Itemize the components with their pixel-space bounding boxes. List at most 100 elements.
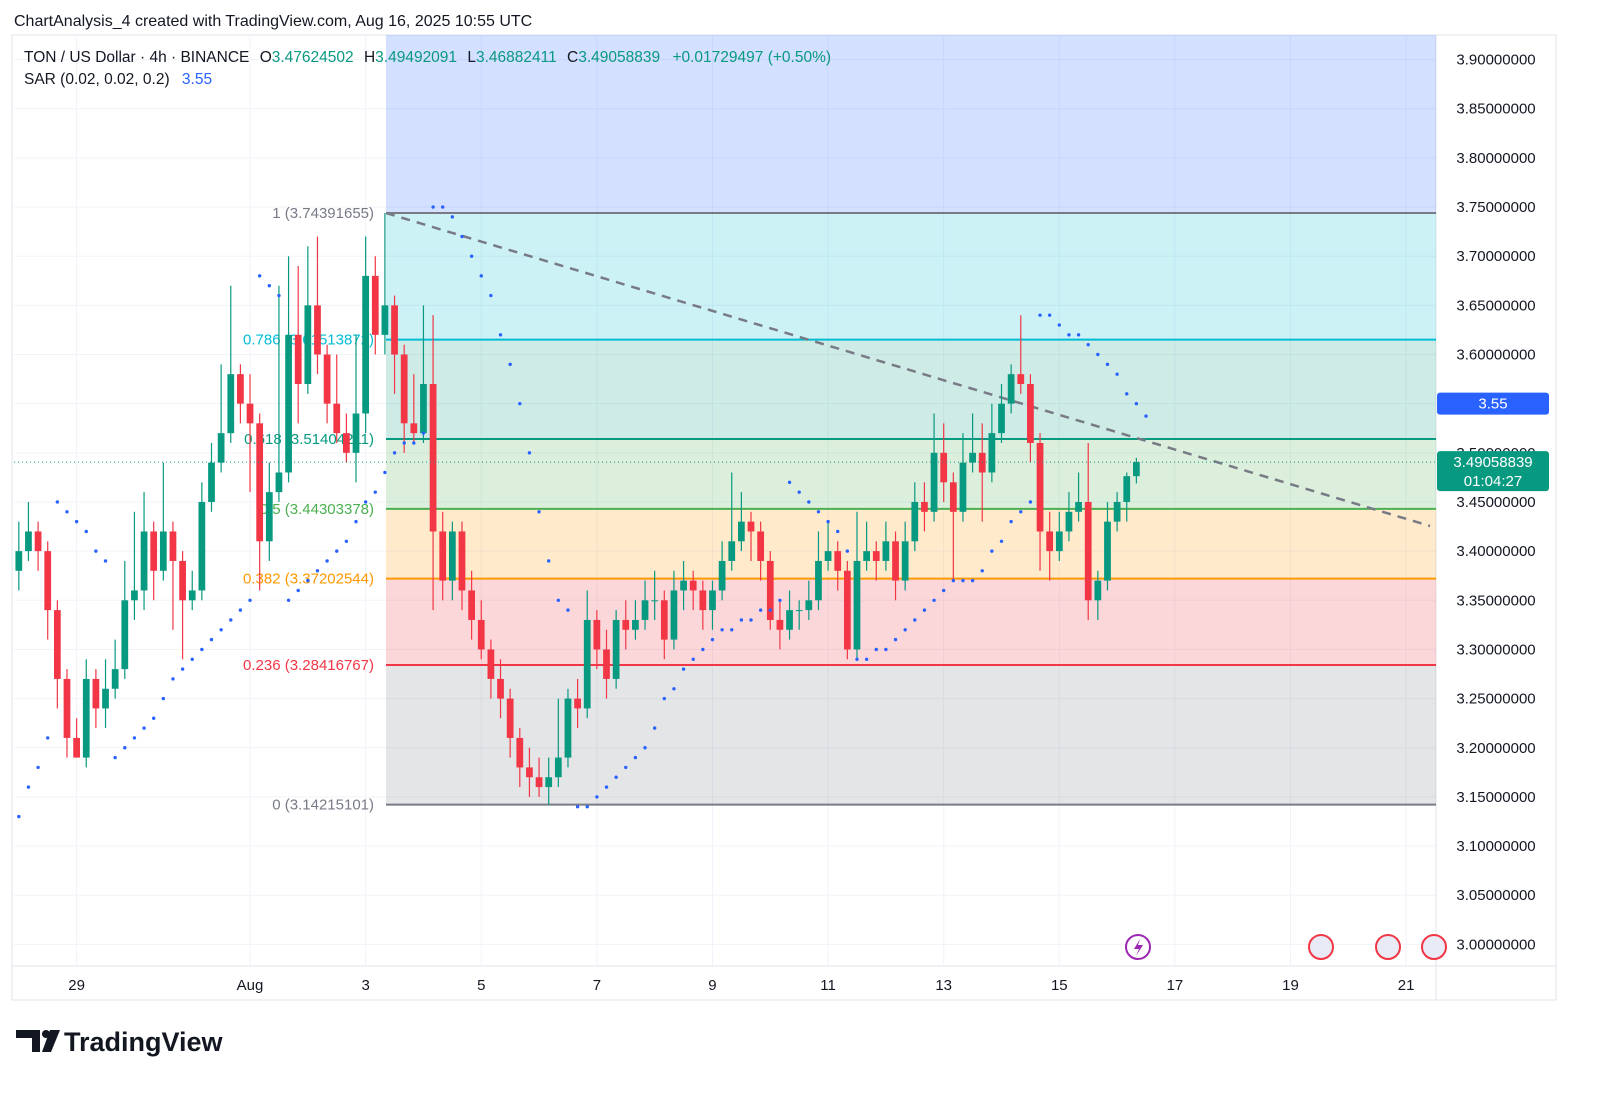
- candle-body: [651, 600, 659, 602]
- sar-dot: [171, 677, 175, 681]
- sar-dot: [65, 510, 69, 514]
- sar-dot: [970, 578, 975, 583]
- candle-body: [333, 403, 341, 434]
- fib-zone: [386, 213, 1436, 340]
- candle-body: [709, 590, 716, 611]
- sar-dot: [681, 667, 686, 671]
- sar-dot: [74, 519, 79, 524]
- event-icon: [1375, 934, 1401, 960]
- sar-dot: [691, 657, 695, 661]
- candle-body: [53, 610, 61, 679]
- y-tick-label: 3.40000000: [1456, 543, 1535, 560]
- candle-body: [343, 433, 350, 453]
- candle-body: [535, 777, 543, 788]
- sar-dot: [412, 441, 416, 445]
- sar-dot: [132, 736, 137, 740]
- candle-body: [439, 531, 447, 581]
- y-tick-label: 3.85000000: [1456, 101, 1535, 118]
- event-icons: [1125, 934, 1447, 960]
- x-tick-label: 15: [1051, 977, 1068, 994]
- y-tick-label: 3.60000000: [1456, 347, 1535, 364]
- sar-dot: [556, 598, 561, 602]
- y-tick-label: 3.90000000: [1456, 52, 1535, 69]
- sar-dot: [701, 647, 705, 652]
- sar-dot: [180, 667, 185, 671]
- candle-body: [641, 600, 649, 620]
- candle-body: [574, 698, 581, 709]
- sar-dot: [508, 362, 512, 367]
- sar-price-label: 3.55: [1478, 396, 1507, 413]
- event-icon-bolt: [1134, 939, 1143, 956]
- indicator-line: SAR (0.02, 0.02, 0.2) 3.55: [24, 71, 212, 88]
- fib-zone: [386, 439, 1436, 509]
- indicator-value: 3.55: [182, 71, 212, 88]
- candle-body: [150, 531, 158, 571]
- last-price-box: [1437, 451, 1549, 492]
- sar-dot: [354, 519, 358, 524]
- candle-body: [1046, 531, 1054, 552]
- y-tick-label: 3.00000000: [1456, 936, 1535, 953]
- candle-body: [921, 501, 928, 512]
- sar-dot: [836, 529, 840, 534]
- ohlc-key: H: [364, 49, 375, 66]
- sar-dot: [749, 618, 753, 622]
- y-tick-label: 3.35000000: [1456, 592, 1535, 609]
- candle-body: [468, 590, 475, 620]
- sar-dot: [864, 657, 869, 661]
- change: +0.01729497 (+0.50%): [672, 49, 831, 66]
- y-tick-label: 3.75000000: [1456, 199, 1535, 216]
- sar-dot: [797, 490, 801, 494]
- candle-body: [516, 737, 524, 768]
- y-tick-label: 3.15000000: [1456, 789, 1535, 806]
- sar-dot: [36, 765, 40, 770]
- x-tick-label: 29: [68, 977, 85, 994]
- candle-body: [593, 619, 601, 650]
- last-price-label: 3.49058839: [1453, 454, 1532, 471]
- y-tick-label: 3.45000000: [1456, 494, 1535, 511]
- sar-dot: [778, 598, 782, 602]
- candle-body: [294, 334, 302, 385]
- sar-dot: [585, 805, 589, 809]
- sar-dot: [84, 529, 88, 534]
- candle-body: [429, 384, 437, 532]
- candle-body: [1133, 462, 1140, 477]
- candle-body: [815, 560, 822, 601]
- sar-dot: [1019, 510, 1023, 514]
- fib-zone: [386, 665, 1436, 805]
- candle-body: [159, 531, 167, 571]
- candle-body: [930, 452, 938, 512]
- y-tick-label: 3.25000000: [1456, 691, 1535, 708]
- sar-dot: [922, 608, 927, 612]
- candle-body: [121, 600, 129, 670]
- candle-body: [978, 452, 986, 473]
- candle-body: [265, 492, 273, 542]
- candle-body: [391, 305, 398, 355]
- sar-dot: [932, 598, 936, 602]
- fib-label: 0.236 (3.28416767): [243, 657, 374, 674]
- fib-label: 1 (3.74391655): [272, 205, 374, 222]
- candle-body: [824, 551, 832, 561]
- candle-body: [169, 531, 177, 561]
- sar-dot: [1105, 362, 1110, 367]
- sar-dot: [614, 775, 618, 779]
- sar-dot: [537, 510, 541, 514]
- candle-body: [843, 570, 851, 650]
- candle-body: [699, 590, 707, 611]
- event-icon: [1308, 934, 1334, 960]
- ohlc-key: L: [467, 49, 476, 66]
- sar-dot: [980, 569, 984, 573]
- symbol: TON / US Dollar · 4h · BINANCE: [24, 49, 249, 66]
- candle-body: [73, 737, 80, 758]
- candle-body: [795, 610, 803, 612]
- candle-body: [506, 698, 514, 738]
- candle-body: [718, 560, 726, 591]
- candle-body: [949, 482, 957, 512]
- candle-body: [63, 678, 71, 738]
- candle-body: [1027, 384, 1034, 443]
- sar-dot: [730, 628, 734, 632]
- x-tick-label: Aug: [237, 977, 264, 994]
- sar-dot: [1028, 500, 1033, 504]
- candle-body: [198, 501, 206, 591]
